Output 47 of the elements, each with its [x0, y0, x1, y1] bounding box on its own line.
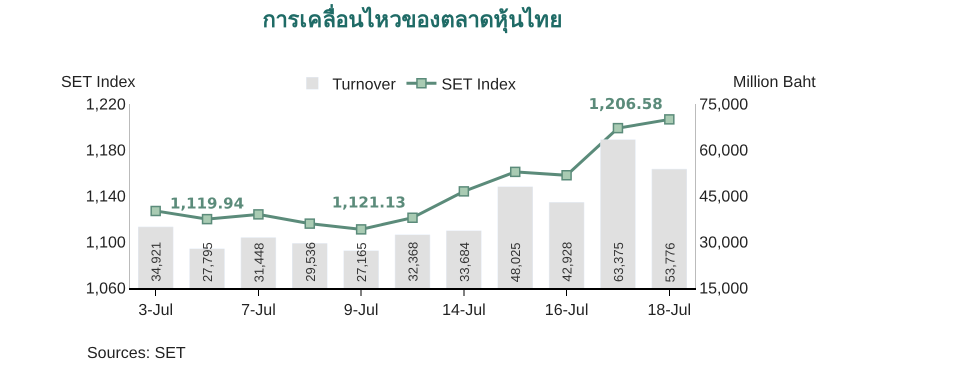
x-tick-label: 9-Jul	[344, 302, 378, 320]
x-tick-label: 14-Jul	[442, 302, 486, 320]
y2-tick-label: 45,000	[699, 188, 748, 206]
y2-tick-label: 30,000	[699, 234, 748, 252]
data-label: 1,121.13	[332, 193, 406, 212]
data-label: 32,368	[406, 242, 420, 282]
data-label: 53,776	[662, 242, 678, 282]
y-tick-label: 1,220	[86, 96, 126, 114]
data-label: 27,165	[354, 242, 370, 282]
x-tick-label: 7-Jul	[241, 302, 276, 320]
chart-title: การเคลื่อนไหวของตลาดหุ้นไทย	[262, 2, 562, 34]
x-tick-label: 18-Jul	[648, 302, 692, 320]
y2-tick-label: 60,000	[699, 142, 748, 160]
y-tick-label: 1,060	[86, 280, 126, 298]
point	[561, 170, 572, 181]
y2-tick-label: 75,000	[699, 96, 748, 114]
y-axis-title: SET Index	[61, 74, 136, 91]
data-label: 42,928	[560, 242, 575, 282]
x-tick-label: 3-Jul	[138, 302, 174, 320]
x-tick-label: 16-Jul	[544, 302, 588, 320]
point	[304, 218, 316, 229]
data-label: 33,684	[456, 242, 472, 282]
point	[664, 114, 675, 125]
data-label: 48,025	[508, 242, 524, 282]
data-label: 27,795	[200, 242, 216, 282]
point	[407, 212, 418, 223]
point	[253, 209, 264, 220]
legend-label: Turnover	[332, 76, 396, 94]
data-label: 34,921	[148, 242, 164, 282]
data-label: 1,119.94	[170, 194, 244, 213]
legend-label: SET Index	[441, 76, 516, 94]
data-label: 29,536	[302, 242, 318, 282]
data-label: 1,206.58	[588, 95, 663, 114]
point	[150, 206, 161, 216]
y-tick-label: 1,180	[86, 142, 126, 160]
y2-tick-label: 15,000	[699, 280, 748, 298]
point	[356, 224, 366, 235]
y2-axis-title: Million Baht	[733, 74, 816, 91]
point	[458, 186, 470, 197]
point	[510, 166, 520, 178]
data-label: 63,375	[610, 242, 626, 282]
point	[612, 122, 624, 134]
data-label: 31,448	[251, 242, 266, 282]
y-tick-label: 1,140	[86, 188, 126, 206]
y-tick-label: 1,100	[86, 234, 126, 252]
point	[202, 214, 212, 224]
source-note: Sources: SET	[87, 345, 186, 362]
